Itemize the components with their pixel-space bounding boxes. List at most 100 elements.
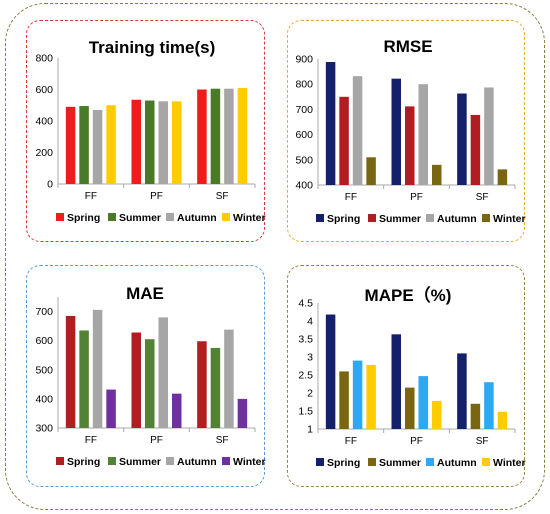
mae-legend-swatch xyxy=(166,457,174,465)
rmse-legend-label: Summer xyxy=(379,213,421,225)
training-time-bar-summer-pf xyxy=(145,100,155,184)
rmse-category-label: FF xyxy=(345,192,357,203)
rmse-y-tick-label: 500 xyxy=(295,154,313,166)
rmse-category-label: PF xyxy=(410,192,423,203)
rmse-bar-autumn-sf xyxy=(484,87,494,185)
mae-y-tick-label: 300 xyxy=(35,423,53,435)
mape-bar-summer-sf xyxy=(470,403,481,429)
mae-bar-winter-ff xyxy=(106,389,116,428)
rmse-y-tick-label: 400 xyxy=(295,180,313,192)
rmse-chart: RMSE 400 500 600 700 800 900 FF PF SF Spring Summer… xyxy=(295,37,525,225)
mape-bar-summer-pf xyxy=(405,387,415,429)
mape-bar-autumn-pf xyxy=(418,376,428,429)
training-time-legend-label: Summer xyxy=(119,212,161,224)
rmse-bar-winter-pf xyxy=(432,164,442,185)
mape-bar-autumn-ff xyxy=(352,360,363,429)
rmse-legend-swatch xyxy=(426,214,434,222)
mape-y-tick-label: 3.5 xyxy=(298,334,313,346)
rmse-bar-autumn-ff xyxy=(352,76,363,185)
training-time-y-tick-label: 200 xyxy=(35,147,53,159)
mae-y-tick-label: 500 xyxy=(35,364,53,376)
training-time-chart: Training time(s) 0 200 400 600 800 FF PF SF Sprin… xyxy=(35,38,265,224)
mape-bar-autumn-sf xyxy=(484,382,494,429)
mae-bar-summer-pf xyxy=(145,339,155,428)
mae-legend-label: Autumn xyxy=(177,456,217,468)
mape-category-label: PF xyxy=(410,436,423,447)
training-time-legend-swatch xyxy=(166,213,174,221)
rmse-bar-spring-sf xyxy=(457,93,467,185)
mape-category-label: FF xyxy=(345,436,357,447)
mape-bar-spring-ff xyxy=(325,314,336,429)
mape-legend-swatch xyxy=(482,458,490,466)
mae-bar-summer-ff xyxy=(79,330,89,428)
rmse-bar-summer-pf xyxy=(405,106,415,185)
training-time-legend-label: Winter xyxy=(233,212,266,224)
mae-legend: Spring Summer Autumn Winter xyxy=(56,456,266,468)
mae-bar-autumn-ff xyxy=(92,309,103,428)
mae-bar-summer-sf xyxy=(210,347,221,428)
rmse-legend-swatch xyxy=(482,214,490,222)
outer-frame xyxy=(5,3,545,510)
training-time-bar-winter-sf xyxy=(237,87,248,184)
rmse-bar-autumn-pf xyxy=(418,84,428,185)
rmse-category-label: SF xyxy=(476,192,489,203)
rmse-legend-label: Autumn xyxy=(437,213,477,225)
mape-legend-label: Autumn xyxy=(437,457,477,469)
mape-legend-label: Spring xyxy=(327,457,360,469)
mae-legend-swatch xyxy=(56,457,64,465)
mape-bar-winter-pf xyxy=(432,400,442,429)
mape-legend-swatch xyxy=(316,458,324,466)
training-time-category-label: PF xyxy=(150,191,163,202)
rmse-legend-label: Winter xyxy=(493,213,526,225)
rmse-title: RMSE xyxy=(383,37,432,56)
mape-category-label: SF xyxy=(476,436,489,447)
training-time-legend-label: Autumn xyxy=(177,212,217,224)
training-time-y-tick-label: 800 xyxy=(35,53,53,65)
training-time-bar-winter-pf xyxy=(172,101,182,184)
rmse-bar-winter-ff xyxy=(366,157,376,185)
training-time-legend: Spring Summer Autumn Winter xyxy=(56,212,266,224)
mape-legend-swatch xyxy=(368,458,376,466)
mae-bar-spring-sf xyxy=(197,341,207,428)
training-time-category-label: FF xyxy=(85,191,97,202)
mape-title: MAPE（%) xyxy=(365,285,452,305)
rmse-legend: Spring Summer Autumn Winter xyxy=(316,213,526,225)
mape-legend: Spring Summer Autumn Winter xyxy=(316,457,526,469)
mape-chart: MAPE（%) 1 1.5 2 2.5 3 3.5 4 4.5 FF PF SF Spring Summe… xyxy=(298,285,525,469)
mae-bar-autumn-sf xyxy=(224,329,234,428)
training-time-y-tick-label: 600 xyxy=(35,84,53,96)
mape-bar-spring-sf xyxy=(457,353,467,429)
training-time-legend-swatch xyxy=(56,213,64,221)
training-time-legend-swatch xyxy=(108,213,116,221)
mae-legend-swatch xyxy=(108,457,116,465)
rmse-bar-spring-pf xyxy=(391,78,401,185)
rmse-legend-swatch xyxy=(316,214,324,222)
rmse-y-tick-label: 700 xyxy=(295,104,313,116)
mape-bar-winter-ff xyxy=(366,364,376,429)
rmse-bar-winter-sf xyxy=(497,169,508,185)
training-time-title: Training time(s) xyxy=(89,38,216,57)
training-time-category-label: SF xyxy=(216,191,229,202)
mae-category-label: PF xyxy=(150,435,163,446)
rmse-y-tick-label: 800 xyxy=(295,79,313,91)
mape-bar-winter-sf xyxy=(497,411,508,429)
mae-bar-winter-pf xyxy=(172,393,182,428)
mae-y-tick-label: 600 xyxy=(35,335,53,347)
mape-legend-swatch xyxy=(426,458,434,466)
mape-y-tick-label: 4.5 xyxy=(298,298,313,310)
mae-y-tick-label: 700 xyxy=(35,306,53,318)
training-time-bar-autumn-pf xyxy=(158,101,168,184)
mae-legend-label: Spring xyxy=(67,456,100,468)
training-time-bar-winter-ff xyxy=(106,105,116,184)
mape-y-tick-label: 3 xyxy=(307,352,313,364)
mape-y-tick-label: 4 xyxy=(307,316,313,328)
rmse-bar-spring-ff xyxy=(325,62,336,185)
mae-bar-spring-pf xyxy=(131,332,141,428)
rmse-bar-summer-sf xyxy=(470,114,481,185)
mae-title: MAE xyxy=(126,284,164,303)
mae-legend-swatch xyxy=(222,457,230,465)
mae-category-label: SF xyxy=(216,435,229,446)
mape-legend-label: Summer xyxy=(379,457,421,469)
mape-y-tick-label: 2.5 xyxy=(298,370,313,382)
